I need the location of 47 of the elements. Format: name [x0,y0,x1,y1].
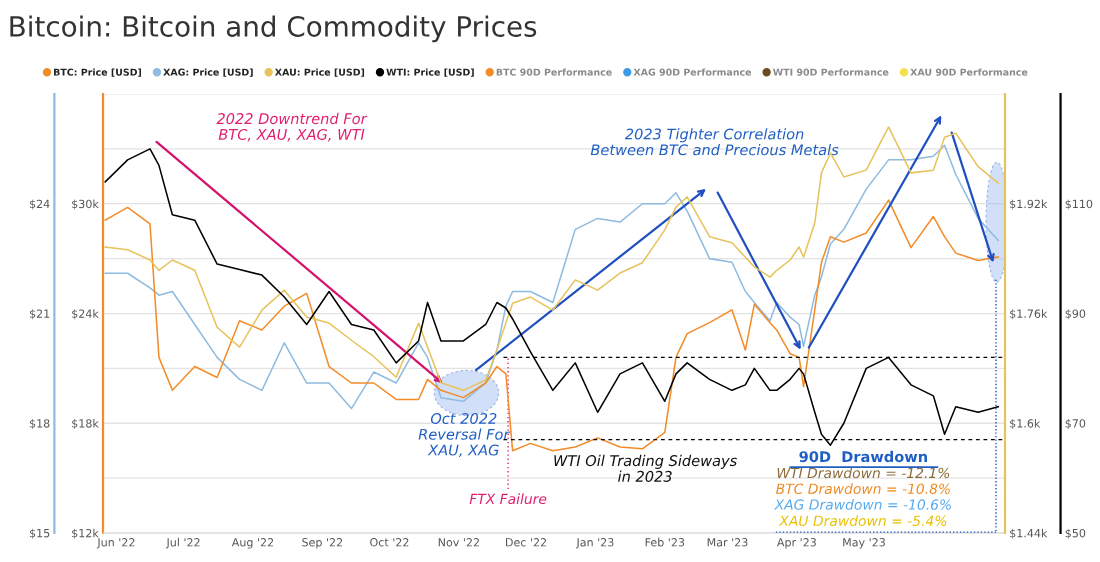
chart-title: Bitcoin: Bitcoin and Commodity Prices [10,15,537,43]
text: WTI 90D Performance [773,68,889,76]
y-tick-label: $24 [29,199,50,210]
text: BTC 90D Performance [496,68,612,76]
text: XAG 90D Performance [633,68,752,76]
text: XAU 90D Performance [910,68,1028,76]
annotation: WTI Drawdown = -12.1% [777,467,950,479]
y-tick-label: $1.76k [1010,309,1048,320]
x-tick-label: Aug '22 [231,538,274,549]
y-tick-label: $18 [29,419,50,430]
x-tick-label: Feb '23 [645,537,685,547]
legend-label: BTC: Price [USD] [54,68,142,77]
x-tick-label: Jan '23 [575,538,614,549]
y2-tick-label: $24k [72,309,99,320]
y2-tick-label: $18k [72,419,99,430]
annotation: XAG Drawdown = -10.6% [774,499,951,510]
y2-tick-label: $90 [1065,309,1086,320]
x-tick-label: Nov '22 [438,538,479,547]
annotation: 2022 Downtrend For BTC, XAU, XAG, WTI [216,112,368,142]
x-tick-label: Dec '22 [506,538,547,547]
y2-tick-label: $50 [1065,528,1086,539]
x-tick-label: Apr '23 [776,538,816,549]
y-tick-label: $1.92k [1010,199,1048,210]
y-tick-label: $1.44k [1010,528,1048,539]
y2-tick-label: $110 [1065,199,1093,210]
annotation: 90D Drawdown [799,450,927,463]
x-tick-label: Oct '22 [370,538,409,547]
y2-tick-label: $30k [72,199,99,210]
x-tick-label: May '23 [843,538,885,549]
x-tick-label: Jun '22 [96,538,135,549]
legend-label: XAU: Price [USD] [274,68,365,77]
annotation: BTC Drawdown = -10.8% [776,483,950,495]
x-tick-label: Sep '22 [302,538,343,549]
ref-line-label: FTX Failure [469,493,547,505]
y-tick-label: $21 [29,309,50,320]
annotation: XAU Drawdown = -5.4% [778,515,947,527]
y-tick-label: $1.6k [1010,419,1041,430]
legend-label: WTI: Price [USD] [386,68,474,77]
x-tick-label: Jul '22 [165,537,200,549]
y2-tick-label: $12k [72,528,99,539]
y-tick-label: $15 [29,528,50,539]
legend-label: XAG: Price [USD] [163,68,253,77]
annotation: Oct 2022 Reversal For XAU, XAG [418,412,511,458]
x-tick-label: Mar '23 [707,538,748,547]
annotation: WTI Oil Trading Sideways in 2023 [554,454,737,482]
y2-tick-label: $70 [1065,419,1086,430]
annotation: 2023 Tighter Correlation Between BTC and Precious Metals [590,128,839,156]
